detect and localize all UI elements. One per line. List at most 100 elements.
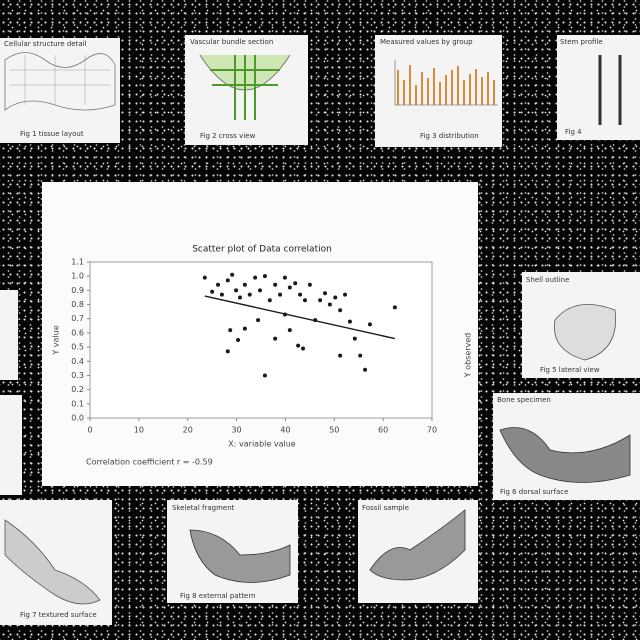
point — [363, 367, 368, 372]
thumbnail-title: Stem profile — [560, 38, 603, 46]
thumbnail-title: Fossil sample — [362, 504, 409, 512]
thumbnail-title: Vascular bundle section — [190, 38, 273, 46]
y-tick-label: 1.1 — [71, 258, 84, 267]
point — [247, 292, 252, 297]
point — [298, 292, 303, 297]
plot-area — [89, 261, 433, 419]
thumbnail-title: Skeletal fragment — [172, 504, 235, 512]
thumbnail: Cellular structure detail Fig 1 tissue l… — [0, 38, 120, 143]
y-tick-label: 1.0 — [71, 272, 84, 281]
y-tick-label: 0.3 — [71, 371, 84, 380]
point — [234, 288, 239, 293]
thumbnail-edge — [0, 290, 18, 380]
point — [216, 282, 221, 287]
point — [258, 288, 263, 293]
y-tick-label: 0.9 — [71, 286, 84, 295]
point — [210, 289, 215, 294]
point — [296, 343, 301, 348]
point — [347, 319, 352, 324]
point — [307, 282, 312, 287]
y-tick-label: 0.8 — [71, 300, 84, 309]
point — [262, 373, 267, 378]
annotation: Correlation coefficient r = -0.59 — [86, 458, 213, 467]
x-tick-label: 40 — [280, 426, 290, 435]
thumbnail-caption: Fig 4 — [565, 128, 582, 136]
point — [236, 338, 241, 342]
point — [323, 291, 328, 296]
point — [202, 275, 207, 280]
point — [358, 353, 363, 358]
x-tick-label: 20 — [183, 426, 193, 435]
point — [301, 346, 306, 351]
point — [367, 322, 372, 327]
thumbnail-title: Cellular structure detail — [4, 40, 87, 48]
y-tick-label: 0.5 — [71, 343, 84, 352]
thumbnail: Skeletal fragment Fig 8 external pattern — [167, 500, 298, 603]
thumbnail-caption: Fig 2 cross view — [200, 132, 256, 140]
y-tick-label: 0.7 — [71, 314, 84, 323]
x-tick-label: 50 — [329, 426, 339, 435]
x-tick-label: 60 — [378, 426, 388, 435]
x-tick-label: 70 — [427, 426, 437, 435]
thumbnail: Shell outline Fig 5 lateral view — [522, 272, 640, 378]
y-tick-label: 0.4 — [71, 357, 84, 366]
y-tick-label: 0.0 — [71, 414, 84, 423]
x-tick-label: 30 — [231, 426, 241, 435]
point — [267, 298, 272, 303]
x-axis-label: X: variable value — [228, 440, 295, 449]
point — [237, 295, 242, 300]
thumbnail: Bone specimen Fig 6 dorsal surface — [493, 393, 640, 500]
point — [282, 275, 287, 280]
point — [230, 272, 235, 277]
thumbnail-caption: Fig 7 textured surface — [20, 611, 97, 619]
y-tick-label: 0.1 — [71, 399, 84, 408]
point — [273, 282, 278, 287]
thumbnail-caption: Fig 6 dorsal surface — [500, 488, 568, 496]
point — [225, 278, 230, 283]
thumbnail: Stem profile Fig 4 — [557, 35, 640, 140]
chart-title: Scatter plot of Data correlation — [192, 245, 332, 255]
point — [338, 353, 343, 358]
point — [242, 326, 247, 331]
x-tick-label: 10 — [134, 426, 144, 435]
point — [253, 275, 258, 280]
point — [293, 281, 298, 286]
thumbnail-caption: Fig 3 distribution — [420, 132, 479, 140]
y2-axis-label: Y observed — [464, 333, 473, 379]
point — [219, 292, 224, 297]
point — [262, 274, 267, 279]
point — [287, 328, 292, 333]
trend-line — [204, 295, 396, 340]
point — [278, 292, 283, 297]
point — [256, 318, 261, 323]
y-tick-label: 0.6 — [71, 328, 84, 337]
thumbnail: Measured values by group Fig 3 distribut… — [375, 35, 502, 147]
point — [392, 305, 397, 310]
thumbnail-title: Shell outline — [526, 276, 569, 284]
point — [225, 349, 230, 354]
point — [343, 292, 348, 297]
y-tick-label: 0.2 — [71, 385, 84, 394]
point — [287, 285, 292, 290]
thumbnail-title: Measured values by group — [380, 38, 473, 46]
point — [352, 336, 357, 341]
point — [242, 282, 247, 287]
point — [228, 328, 233, 333]
thumbnail-caption: Fig 5 lateral view — [540, 366, 600, 374]
thumbnail: Fossil sample — [358, 500, 478, 603]
point — [302, 298, 307, 303]
point — [333, 295, 338, 300]
point — [338, 308, 343, 313]
thumbnail-edge — [0, 395, 22, 495]
thumbnail: Fig 7 textured surface — [0, 500, 112, 625]
thumbnail-caption: Fig 1 tissue layout — [20, 130, 84, 138]
y-axis-label: Y value — [52, 325, 61, 355]
thumbnail-title: Bone specimen — [497, 396, 551, 404]
thumbnail: Vascular bundle section Fig 2 cross view — [185, 35, 308, 145]
point — [327, 302, 332, 307]
point — [273, 336, 278, 341]
x-tick-label: 0 — [87, 426, 92, 435]
thumbnail-caption: Fig 8 external pattern — [180, 592, 256, 600]
